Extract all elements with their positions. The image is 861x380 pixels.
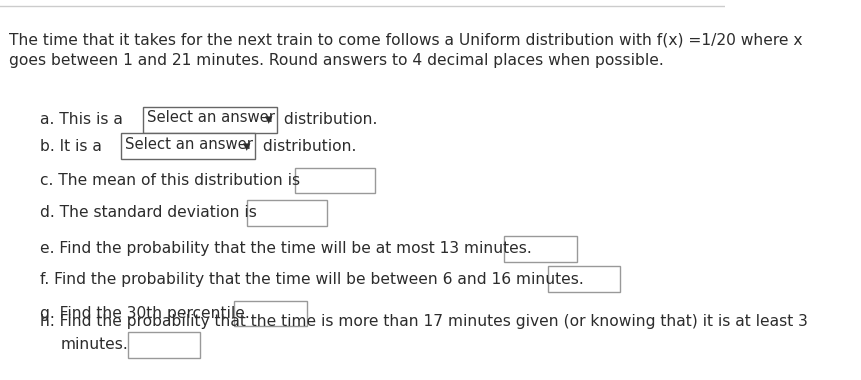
Text: ▾: ▾ <box>243 139 250 154</box>
Text: ▾: ▾ <box>264 112 272 127</box>
FancyBboxPatch shape <box>143 107 276 133</box>
FancyBboxPatch shape <box>127 332 200 358</box>
Text: c. The mean of this distribution is: c. The mean of this distribution is <box>40 173 300 188</box>
Text: Select an answer: Select an answer <box>125 137 252 152</box>
Text: Select an answer: Select an answer <box>146 110 274 125</box>
FancyBboxPatch shape <box>295 168 375 193</box>
Text: h. Find the probability that the time is more than 17 minutes given (or knowing : h. Find the probability that the time is… <box>40 314 807 329</box>
Text: distribution.: distribution. <box>279 112 377 127</box>
Text: g. Find the 30th percentile.: g. Find the 30th percentile. <box>40 306 250 321</box>
FancyBboxPatch shape <box>234 301 307 326</box>
Text: d. The standard deviation is: d. The standard deviation is <box>40 205 257 220</box>
FancyBboxPatch shape <box>504 236 576 262</box>
Text: f. Find the probability that the time will be between 6 and 16 minutes.: f. Find the probability that the time wi… <box>40 272 583 287</box>
Text: distribution.: distribution. <box>257 139 356 154</box>
Text: a. This is a: a. This is a <box>40 112 122 127</box>
FancyBboxPatch shape <box>247 200 327 226</box>
Text: minutes.: minutes. <box>60 337 127 352</box>
Text: The time that it takes for the next train to come follows a Uniform distribution: The time that it takes for the next trai… <box>9 32 802 68</box>
Text: e. Find the probability that the time will be at most 13 minutes.: e. Find the probability that the time wi… <box>40 241 531 256</box>
FancyBboxPatch shape <box>121 133 255 159</box>
Text: b. It is a: b. It is a <box>40 139 102 154</box>
FancyBboxPatch shape <box>547 266 620 292</box>
